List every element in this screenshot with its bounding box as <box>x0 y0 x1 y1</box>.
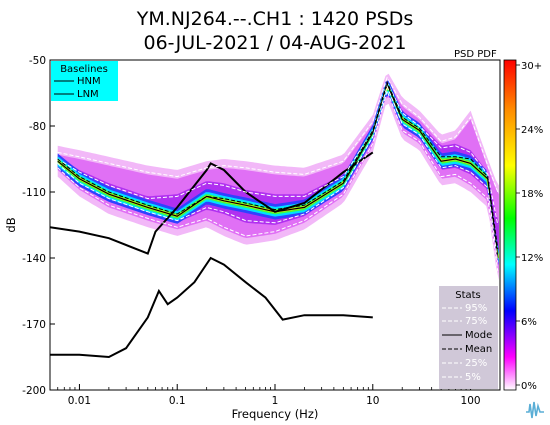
mode-legend-label: Mode <box>465 330 492 341</box>
series-line-lnm <box>50 256 373 359</box>
x-tick-label: 10 <box>366 395 379 407</box>
p75-legend-label: 75% <box>465 316 487 327</box>
stats-legend: Stats 95% 75% Mode Mean 25% 5% <box>439 286 498 389</box>
colorbar-gradient <box>503 59 517 391</box>
y-axis-label: dB <box>4 217 18 232</box>
y-tick-label: -200 <box>22 385 46 397</box>
colorbar: 30+ 24% 18% 12% 6% 0% <box>503 59 543 392</box>
baselines-legend: Baselines HNM LNM <box>51 61 118 101</box>
p95-legend-label: 95% <box>465 303 487 314</box>
series-line-5pct <box>57 89 499 272</box>
colorbar-tick-label: 0% <box>521 381 537 392</box>
colorbar-ticks: 30+ 24% 18% 12% 6% 0% <box>516 61 543 392</box>
y-tick-label: -50 <box>29 55 46 67</box>
p25-legend-label: 25% <box>465 358 487 369</box>
x-tick-label: 0.1 <box>169 395 186 407</box>
series-line-75pct <box>57 80 499 226</box>
x-tick-label: 100 <box>461 395 481 407</box>
p5-legend-label: 5% <box>465 372 481 383</box>
series-line-95pct <box>57 76 499 193</box>
x-tick-label: 0.01 <box>68 395 91 407</box>
y-tick-label: -110 <box>22 187 46 199</box>
colorbar-tick-label: 6% <box>521 317 537 328</box>
colorbar-tick-label: 30+ <box>521 61 542 72</box>
y-tick-label: -140 <box>22 253 46 265</box>
logo-icon <box>524 398 546 420</box>
lnm-legend-label: LNM <box>77 89 99 100</box>
colorbar-tick-label: 12% <box>521 253 543 264</box>
pdf-label: PSD PDF <box>454 49 497 60</box>
curve-layer <box>50 76 499 359</box>
y-tick-label: -170 <box>22 319 46 331</box>
chart-title-line1: YM.NJ264.--.CH1 : 1420 PSDs <box>136 8 413 30</box>
colorbar-tick-label: 18% <box>521 189 543 200</box>
x-tick-label: 1 <box>272 395 279 407</box>
stats-legend-box <box>439 286 498 389</box>
hnm-legend-label: HNM <box>77 76 101 87</box>
pdf-band-wide <box>57 82 499 274</box>
pdf-band-core <box>57 80 499 266</box>
chart-title-line2: 06-JUL-2021 / 04-AUG-2021 <box>144 32 407 54</box>
mean-legend-label: Mean <box>465 344 492 355</box>
y-tick-label: -80 <box>29 121 46 133</box>
series-line-25pct <box>57 84 499 263</box>
series-line-hnm <box>50 151 374 255</box>
baselines-legend-title: Baselines <box>60 64 108 75</box>
colorbar-tick-label: 24% <box>521 125 543 136</box>
series-line-mean <box>57 80 499 250</box>
x-axis-label: Frequency (Hz) <box>232 407 319 421</box>
series-line-mode <box>57 82 499 259</box>
stats-legend-title: Stats <box>455 290 481 301</box>
